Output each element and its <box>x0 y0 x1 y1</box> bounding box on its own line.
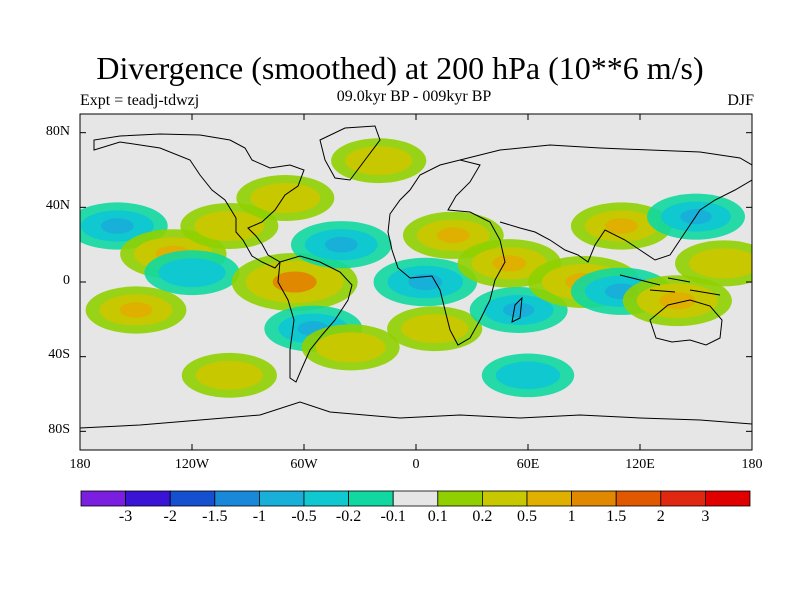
colorbar-label-11: 1.5 <box>606 508 627 525</box>
colorbar-swatch-5 <box>303 490 349 507</box>
anomaly-core-6 <box>272 271 317 293</box>
coast-south-america <box>277 255 353 383</box>
lon-label-120e: 120E <box>625 457 655 472</box>
anomaly-core-7 <box>324 236 358 253</box>
lon-label-120w: 120W <box>174 457 210 472</box>
lon-label-60w: 60W <box>290 457 318 472</box>
season-label: DJF <box>727 92 754 109</box>
coast-madagascar <box>511 296 523 323</box>
coast-north-america <box>93 133 305 269</box>
coast-greenland <box>319 125 381 181</box>
anomaly-core-14 <box>502 302 535 318</box>
anomaly-core-18 <box>659 291 696 310</box>
anomaly-core-11 <box>436 227 470 244</box>
colorbar-label-4: -0.5 <box>291 508 317 525</box>
anomaly-core-3 <box>176 265 208 280</box>
lat-label-40s: 40S <box>48 347 70 362</box>
lon-label-60e: 60E <box>516 457 540 472</box>
colorbar-label-3: -1 <box>252 508 267 525</box>
anomaly-core-9 <box>334 339 367 355</box>
anomaly-core-0 <box>100 218 134 234</box>
colorbar-label-9: 0.5 <box>517 508 537 525</box>
colorbar-label-12: 2 <box>656 508 665 525</box>
colorbar-swatch-7 <box>392 490 439 507</box>
divergence-field <box>80 138 752 398</box>
lon-label-0: 0 <box>412 457 420 472</box>
lat-label-40n: 40N <box>45 198 70 213</box>
anomaly-core-23 <box>513 368 543 383</box>
experiment-label: Expt = teadj-tdwzj <box>80 92 200 109</box>
coast-europe-africa <box>387 159 506 346</box>
colorbar-swatch-9 <box>481 490 528 507</box>
anomaly-core-22 <box>214 368 245 383</box>
colorbar-swatch-11 <box>571 490 617 507</box>
anomaly-core-4 <box>213 218 246 234</box>
colorbar-swatch-13 <box>660 490 706 507</box>
colorbar-swatch-12 <box>615 490 662 507</box>
colorbar-label-6: -0.1 <box>380 508 406 525</box>
coast-australia <box>649 299 723 346</box>
colorbar <box>80 490 751 507</box>
colorbar-label-10: 1 <box>567 508 576 525</box>
anomaly-core-16 <box>604 218 638 234</box>
colorbar-swatch-4 <box>258 490 305 507</box>
colorbar-label-8: 0.2 <box>472 508 493 525</box>
colorbar-label-13: 3 <box>701 508 710 525</box>
colorbar-swatch-0 <box>80 490 126 507</box>
lon-label-180e: 180 <box>741 457 763 472</box>
colorbar-label-0: -3 <box>118 508 133 525</box>
colorbar-swatch-14 <box>705 490 751 507</box>
anomaly-core-20 <box>708 255 740 271</box>
colorbar-swatch-1 <box>125 490 171 507</box>
colorbar-label-5: -0.2 <box>335 508 362 525</box>
lat-label-80s: 80S <box>48 422 70 437</box>
colorbar-swatch-8 <box>437 490 483 507</box>
lon-label-180w: 180 <box>69 457 91 472</box>
anomaly-core-10 <box>408 273 443 291</box>
plot-title: Divergence (smoothed) at 200 hPa (10**6 … <box>96 50 704 86</box>
colorbar-swatch-2 <box>169 490 216 507</box>
lat-label-80n: 80N <box>45 124 70 139</box>
coast-maritime-continent <box>619 274 721 296</box>
coast-asia <box>459 144 752 263</box>
colorbar-swatch-6 <box>348 490 394 507</box>
lat-label-0: 0 <box>63 273 70 288</box>
coast-antarctica <box>80 401 752 429</box>
anomaly-core-13 <box>492 255 527 272</box>
coastlines <box>80 125 752 429</box>
anomaly-core-21 <box>363 153 394 168</box>
colorbar-swatch-3 <box>214 490 260 507</box>
axis-ticks <box>79 114 753 450</box>
period-label: 09.0kyr BP - 009kyr BP <box>336 88 492 105</box>
colorbar-label-7: 0.1 <box>427 508 448 525</box>
colorbar-swatch-10 <box>526 490 572 507</box>
colorbar-label-1: -2 <box>163 508 177 525</box>
anomaly-core-2 <box>119 302 153 318</box>
colorbar-label-2: -1.5 <box>202 508 228 525</box>
anomaly-core-5 <box>269 190 302 206</box>
anomaly-core-12 <box>419 321 450 336</box>
